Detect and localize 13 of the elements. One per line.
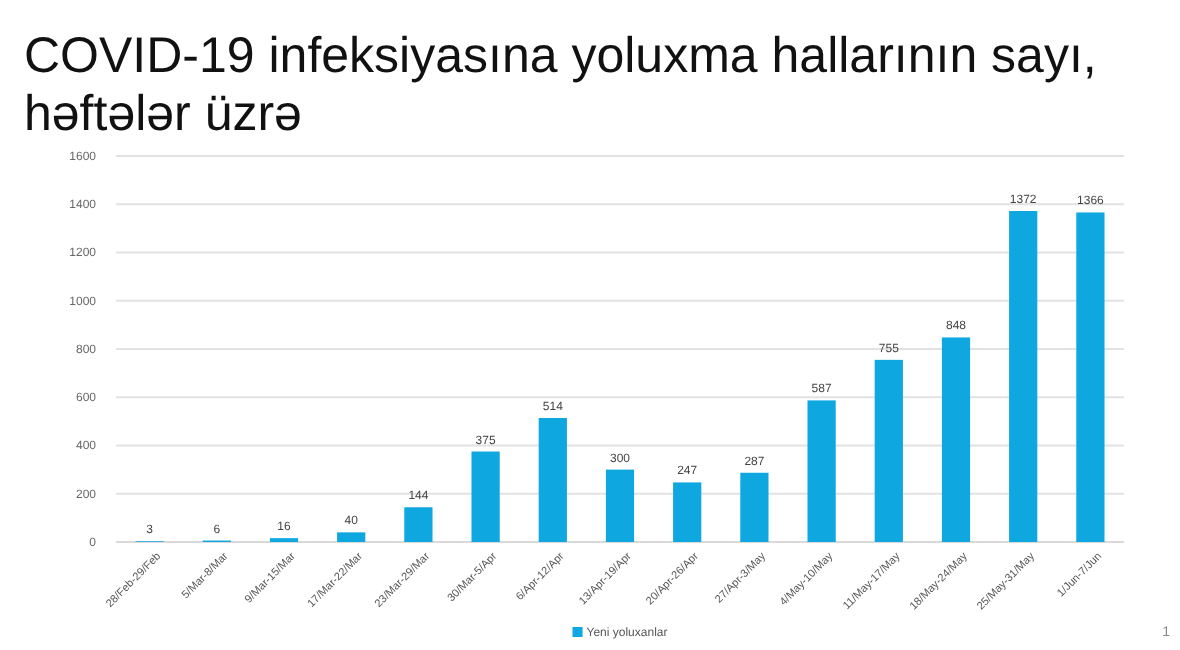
bar — [605, 469, 635, 542]
bar — [673, 482, 702, 542]
bar — [337, 532, 366, 542]
bar — [941, 337, 971, 542]
bar — [807, 400, 836, 542]
bar — [874, 359, 903, 542]
bar — [404, 507, 433, 542]
bar — [1076, 212, 1105, 542]
chart-title: COVID-19 infeksiyasına yoluxma hallarının sayı, həftələr üzrə — [24, 28, 1097, 142]
bar — [740, 472, 769, 542]
bar — [471, 451, 500, 542]
bar — [538, 418, 567, 542]
bar — [1009, 211, 1038, 542]
